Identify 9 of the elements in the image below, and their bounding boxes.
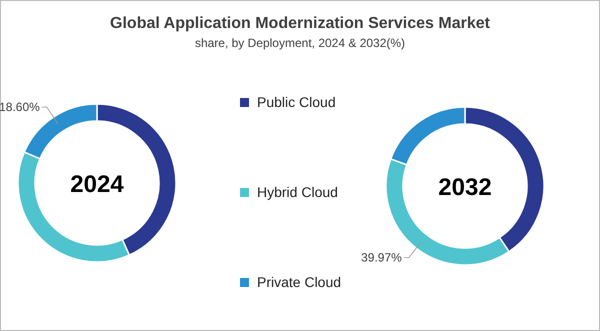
legend-label: Hybrid Cloud [257,184,338,200]
slice-label: 2032 [438,174,492,201]
slice-label: 2024 [70,171,124,198]
data-label: 39.97% [361,250,402,265]
legend-label: Public Cloud [257,94,336,110]
chart-subtitle: share, by Deployment, 2024 & 2032(%) [194,36,406,50]
data-label: 18.60% [0,100,40,114]
legend-label: Private Cloud [257,274,342,290]
chart-title: Global Application Modernization Services Market [110,15,491,32]
